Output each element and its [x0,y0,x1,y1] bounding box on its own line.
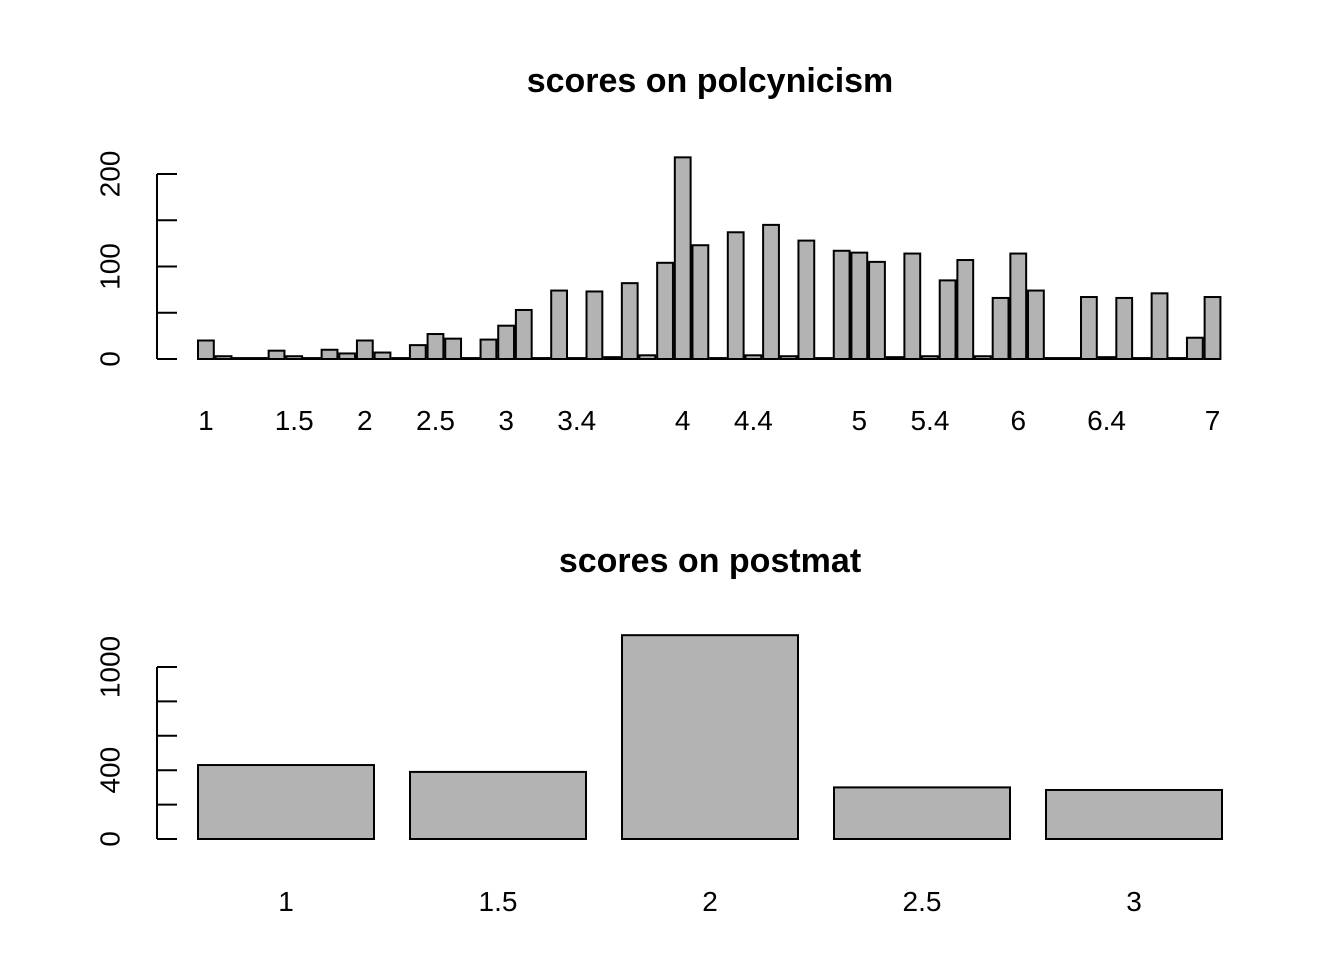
polcynicism-y-tick-label: 100 [95,243,126,290]
postmat-y-axis: 0 400 1000 [95,636,177,847]
polcynicism-bar [709,357,727,361]
polcynicism-bar [938,279,957,360]
polcynicism-bar [197,339,215,360]
polcynicism-bar [426,333,445,360]
polcynicism-x-tick-label: 7 [1205,405,1221,436]
polcynicism-bar [956,259,975,360]
polcynicism-bar [497,324,516,361]
polcynicism-bar [921,355,939,361]
polcynicism-bar [479,338,498,361]
polcynicism-bar [1044,357,1063,361]
postmat-bar [621,634,799,840]
polcynicism-bar [338,352,357,361]
polcynicism-bars [197,156,1222,361]
polcynicism-bar [302,357,321,361]
postmat-y-tick-label: 0 [95,831,126,847]
polcynicism-bar [726,231,745,360]
polcynicism-x-labels: 1 1.5 2 2.5 3 3.4 4 4.4 5 5.4 6 6.4 7 [198,405,1220,436]
polcynicism-x-tick-label: 1.5 [275,405,314,436]
polcynicism-bar [850,251,869,360]
polcynicism-bar [991,296,1010,361]
polcynicism-bar [762,223,780,360]
polcynicism-bar [355,339,374,360]
polcynicism-bar [514,308,533,361]
postmat-y-tick-label: 1000 [95,636,126,698]
postmat-bars [197,634,1223,841]
polcynicism-bar [903,252,922,360]
polcynicism-bar [1062,357,1081,361]
polcynicism-bar [638,354,657,360]
polcynicism-x-tick-label: 6 [1010,405,1026,436]
polcynicism-x-tick-label: 3.4 [557,405,596,436]
postmat-x-tick-label: 1.5 [479,886,518,917]
polcynicism-bar [249,357,268,361]
polcynicism-bar [1080,296,1098,360]
polcynicism-bar [673,156,692,360]
polcynicism-y-tick-label: 0 [95,351,126,367]
polcynicism-bar [1132,357,1151,361]
polcynicism-x-tick-label: 5.4 [910,405,949,436]
postmat-x-tick-label: 1 [278,886,294,917]
polcynicism-bar [1168,357,1187,361]
polcynicism-bar [1027,289,1045,360]
polcynicism-bar [1115,296,1134,361]
polcynicism-x-tick-label: 5 [852,405,868,436]
polcynicism-x-tick-label: 2 [357,405,373,436]
polcynicism-bar [585,290,604,361]
polcynicism-bar [779,355,798,361]
polcynicism-bar [267,349,286,360]
postmat-x-tick-label: 3 [1126,886,1142,917]
polcynicism-bar [815,357,833,361]
chart-title-postmat: scores on postmat [559,542,861,580]
polcynicism-bar [885,356,904,360]
postmat-bar [197,764,375,840]
polcynicism-bar [214,355,233,361]
polcynicism-bar [232,357,251,361]
polcynicism-bar [408,344,427,360]
polcynicism-bar [1203,296,1222,360]
polcynicism-bar [373,351,392,360]
polcynicism-bar [691,244,710,361]
postmat-x-labels: 1 1.5 2 2.5 3 [278,886,1142,917]
polcynicism-bar [1185,336,1204,361]
polcynicism-x-tick-label: 3 [498,405,514,436]
polcynicism-bar [1009,252,1028,360]
polcynicism-bar [744,354,763,360]
postmat-bar [833,786,1011,841]
polcynicism-x-tick-label: 1 [198,405,214,436]
postmat-bar [1045,788,1223,840]
polcynicism-bar [550,289,569,360]
polcynicism-x-tick-label: 4.4 [734,405,773,436]
postmat-bar [409,770,587,840]
polcynicism-bar [285,355,304,361]
polcynicism-bar [620,282,639,360]
chart-title-polcynicism: scores on polcynicism [527,62,894,100]
polcynicism-bar [832,249,851,360]
polcynicism-bar [603,356,621,360]
polcynicism-bar [391,357,410,361]
polcynicism-y-tick-label: 200 [95,151,126,198]
polcynicism-bar [868,260,886,360]
polcynicism-bar [320,348,339,360]
polcynicism-bar [974,355,992,361]
polcynicism-bar [797,239,816,361]
polcynicism-bar [656,261,674,360]
polcynicism-bar [461,357,480,361]
polcynicism-bar [1097,356,1116,360]
postmat-panel: scores on postmat 0 400 1000 1 1.5 2 2.5 3 [95,542,1223,917]
polcynicism-x-tick-label: 2.5 [416,405,455,436]
polcynicism-panel: scores on polcynicism 0 100 200 1 1.5 2 2.5 3 3… [95,62,1222,436]
polcynicism-y-axis: 0 100 200 [95,151,177,367]
postmat-x-tick-label: 2 [702,886,718,917]
postmat-x-tick-label: 2.5 [903,886,942,917]
polcynicism-bar [444,337,463,360]
polcynicism-bar [1150,292,1169,361]
polcynicism-bar [567,357,586,361]
polcynicism-x-tick-label: 4 [675,405,691,436]
polcynicism-x-tick-label: 6.4 [1087,405,1126,436]
polcynicism-bar [532,357,551,361]
postmat-y-tick-label: 400 [95,747,126,794]
